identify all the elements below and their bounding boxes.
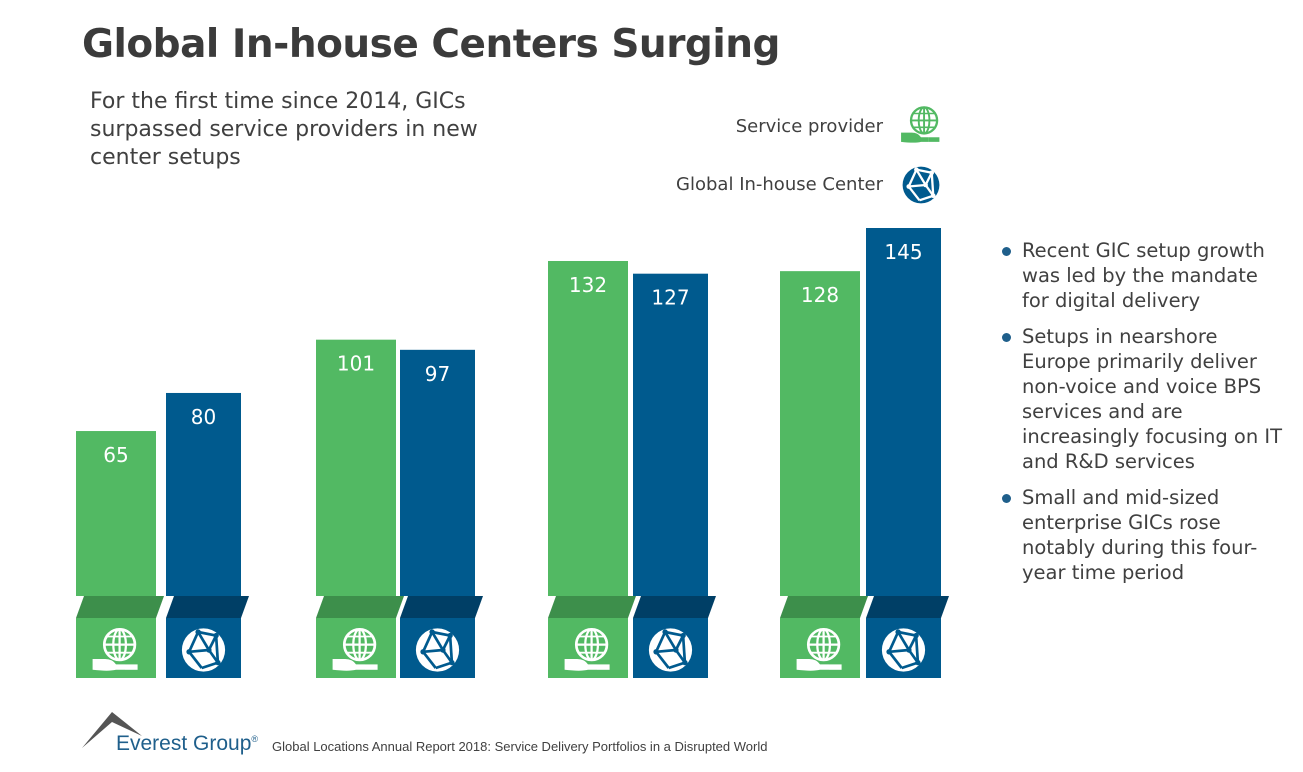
data-label: 132 (569, 273, 607, 297)
bar-service-provider (316, 339, 396, 596)
network-globe-icon (415, 628, 460, 672)
bar-gic (866, 228, 941, 596)
bar-base-fold (76, 596, 164, 618)
network-globe-icon (648, 628, 693, 672)
data-label: 128 (801, 283, 839, 307)
bar-gic (166, 392, 241, 596)
data-label: 65 (103, 443, 128, 467)
legend-gic: Global In-house Center (676, 174, 883, 195)
hand-globe-icon (796, 627, 842, 671)
bar-base-fold (780, 596, 868, 618)
brand-name: Everest Group® (116, 732, 258, 756)
bar-base-fold (400, 596, 483, 618)
bar-gic (633, 273, 708, 596)
hand-globe-icon (332, 627, 378, 671)
registered-mark: ® (251, 734, 259, 744)
bar-service-provider (780, 271, 860, 596)
hand-globe-icon (564, 627, 610, 671)
network-globe-icon (902, 166, 940, 204)
hand-globe-icon (901, 106, 940, 143)
page-title: Global In-house Centers Surging (82, 22, 780, 67)
bar-base-fold (548, 596, 636, 618)
bar-chart: 65 101 132 128 80 97 127 145 (76, 228, 949, 678)
data-label: 80 (191, 405, 216, 429)
everest-logo-mountain (82, 712, 142, 748)
hand-globe-icon (92, 627, 138, 671)
bar-service-provider (548, 260, 628, 596)
bullet-item: Setups in nearshore Europe primarily del… (1000, 324, 1290, 474)
data-label: 145 (884, 240, 922, 264)
bullet-item: Recent GIC setup growth was led by the m… (1000, 238, 1290, 313)
bar-gic (400, 349, 475, 596)
legend-service-provider: Service provider (735, 116, 883, 137)
key-points: Recent GIC setup growth was led by the m… (1000, 238, 1290, 596)
bar-base-fold (166, 596, 249, 618)
network-globe-icon (881, 628, 926, 672)
bar-base-fold (316, 596, 404, 618)
bar-base-fold (866, 596, 949, 618)
subtitle: For the first time since 2014, GICs surp… (90, 89, 478, 170)
brand-text: Everest Group (116, 732, 252, 755)
data-label: 101 (337, 352, 375, 376)
source-note: Global Locations Annual Report 2018: Ser… (272, 739, 768, 754)
data-label: 127 (651, 286, 689, 310)
bar-base-fold (633, 596, 716, 618)
bar-service-provider (76, 431, 156, 596)
bullet-item: Small and mid-sized enterprise GICs rose… (1000, 485, 1290, 585)
network-globe-icon (181, 628, 226, 672)
data-label: 97 (425, 362, 450, 386)
